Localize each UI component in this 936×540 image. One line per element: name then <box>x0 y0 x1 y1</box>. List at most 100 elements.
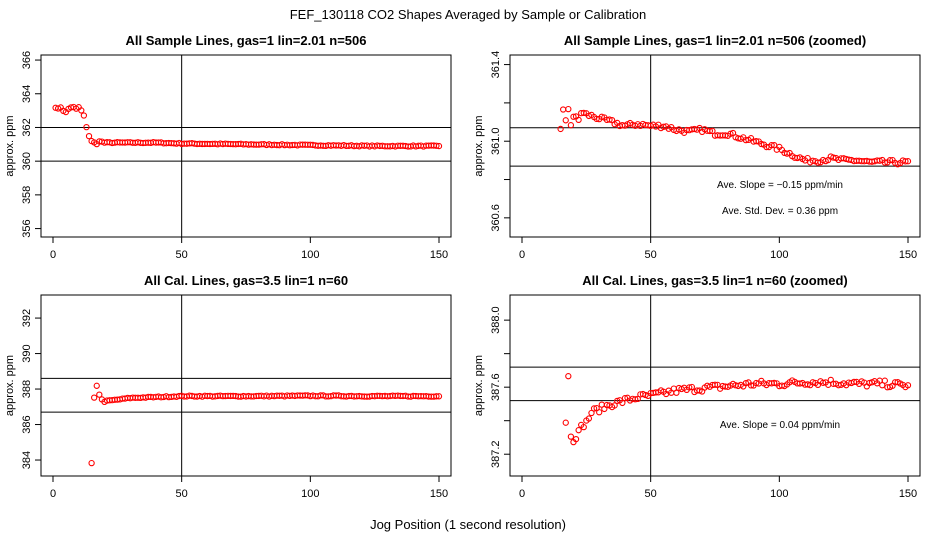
y-tick-label: 366 <box>21 51 33 69</box>
data-point <box>585 415 593 422</box>
data-points <box>52 103 443 150</box>
data-point <box>747 382 755 389</box>
data-point <box>904 158 912 165</box>
data-point <box>771 379 778 387</box>
data-point <box>593 115 600 122</box>
data-point <box>783 150 791 157</box>
panel-sample-zoomed: All Sample Lines, gas=1 lin=2.01 n=506 (… <box>473 33 921 261</box>
data-point <box>819 379 827 386</box>
panel-cal: All Cal. Lines, gas=3.5 lin=1 n=60 0 50 100… <box>4 273 452 500</box>
data-point <box>814 159 822 166</box>
y-tick-label: 388.0 <box>490 306 502 334</box>
data-point <box>80 112 88 119</box>
data-point <box>78 107 85 114</box>
data-point <box>709 127 716 135</box>
data-point <box>830 154 837 161</box>
data-point <box>886 157 894 164</box>
data-point <box>688 383 695 391</box>
data-point <box>433 393 440 400</box>
y-tick-label: 361.0 <box>490 127 502 155</box>
x-tick-label: 50 <box>176 488 188 500</box>
plot-frame <box>509 54 921 238</box>
y-tick-label: 358 <box>21 186 33 204</box>
panel-sample: All Sample Lines, gas=1 lin=2.01 n=506 0 5… <box>4 33 452 261</box>
y-tick-label: 387.6 <box>490 373 502 401</box>
data-point <box>562 117 569 124</box>
data-point <box>711 381 719 388</box>
data-point <box>572 435 580 443</box>
data-point <box>580 423 587 431</box>
data-point <box>596 409 603 416</box>
y-tick-label: 392 <box>21 309 33 327</box>
data-point <box>96 391 103 398</box>
y-axis-label: approx. ppm <box>4 355 16 416</box>
data-point <box>804 381 811 388</box>
y-tick-label: 361.4 <box>490 51 502 79</box>
data-point <box>567 122 575 129</box>
x-tick-label: 0 <box>519 488 525 500</box>
data-point <box>598 113 605 120</box>
data-point <box>614 397 621 405</box>
data-point <box>763 143 770 151</box>
x-tick-label: 50 <box>645 488 657 500</box>
plot-frame <box>40 54 452 238</box>
panel-cal-zoomed: All Cal. Lines, gas=3.5 lin=1 n=60 (zoom… <box>473 273 921 500</box>
x-tick-label: 50 <box>645 249 657 261</box>
y-axis-label: approx. ppm <box>473 355 485 416</box>
data-point <box>85 132 93 140</box>
plot-frame <box>509 294 921 477</box>
y-axis-label: approx. ppm <box>473 115 485 176</box>
data-point <box>706 127 714 135</box>
y-tick-label: 356 <box>21 219 33 237</box>
data-point <box>580 109 587 117</box>
data-point <box>881 377 888 384</box>
data-point <box>621 395 629 402</box>
x-tick-label: 150 <box>430 488 448 500</box>
y-tick-label: 364 <box>21 85 33 103</box>
data-point <box>611 402 618 409</box>
data-point <box>902 158 909 165</box>
data-point <box>435 393 443 400</box>
data-point <box>881 159 888 166</box>
data-point <box>433 142 440 149</box>
x-tick-label: 100 <box>301 249 319 261</box>
panel-title: All Sample Lines, gas=1 lin=2.01 n=506 <box>126 33 367 48</box>
data-point <box>673 389 680 396</box>
panel-title: All Cal. Lines, gas=3.5 lin=1 n=60 (zoom… <box>582 273 848 288</box>
data-point <box>93 382 100 389</box>
data-point <box>660 123 667 130</box>
data-point <box>753 379 760 387</box>
data-point <box>634 395 641 403</box>
data-point <box>575 116 582 124</box>
data-point <box>575 427 582 434</box>
data-point <box>742 379 750 387</box>
slope-annotation: Ave. Std. Dev. = 0.36 ppm <box>722 206 838 217</box>
data-point <box>590 405 598 412</box>
data-point <box>557 125 564 133</box>
panel-title: All Sample Lines, gas=1 lin=2.01 n=506 (… <box>564 33 866 48</box>
data-points <box>88 382 443 467</box>
data-point <box>83 123 90 131</box>
data-point <box>742 136 750 144</box>
x-tick-label: 100 <box>770 249 788 261</box>
data-point <box>632 396 639 403</box>
data-point <box>606 116 613 123</box>
slope-annotation: Ave. Slope = −0.15 ppm/min <box>717 180 843 191</box>
y-tick-label: 388 <box>21 380 33 398</box>
plot-frame <box>40 294 452 477</box>
y-tick-label: 362 <box>21 118 33 136</box>
data-point <box>588 409 595 417</box>
y-axis-label: approx. ppm <box>4 115 16 176</box>
data-points <box>557 105 912 168</box>
data-point <box>567 433 575 440</box>
x-tick-label: 0 <box>519 249 525 261</box>
x-tick-label: 150 <box>899 488 917 500</box>
data-point <box>565 373 572 380</box>
data-point <box>879 382 886 389</box>
x-tick-label: 150 <box>430 249 448 261</box>
data-point <box>435 142 443 150</box>
data-point <box>686 384 693 391</box>
x-tick-label: 0 <box>50 249 56 261</box>
x-tick-label: 100 <box>301 488 319 500</box>
